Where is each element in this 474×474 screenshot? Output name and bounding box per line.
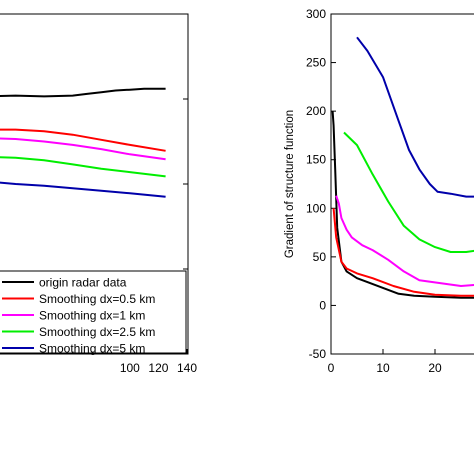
left-x-tick-label: 100 xyxy=(120,361,140,375)
legend-label: origin radar data xyxy=(39,276,127,290)
legend-label: Smoothing dx=0.5 km xyxy=(39,292,155,306)
right-y-tick-label: 250 xyxy=(306,56,326,70)
right-line-smoothing-dx-5-km xyxy=(356,36,474,198)
left-line-smoothing-dx-1-km xyxy=(0,137,166,161)
left-line-smoothing-dx-5-km xyxy=(0,181,166,198)
right-line-origin-radar-data xyxy=(331,111,474,299)
left-line-smoothing-dx-0-5-km xyxy=(0,128,166,152)
right-y-tick-label: 100 xyxy=(306,201,326,215)
right-y-tick-label: 0 xyxy=(319,298,326,312)
right-y-tick-label: 50 xyxy=(313,250,327,264)
right-line-smoothing-dx-0-5-km xyxy=(332,208,474,297)
legend-box xyxy=(0,270,187,354)
right-x-tick-label: 20 xyxy=(428,361,442,375)
legend-label: Smoothing dx=2.5 km xyxy=(39,325,155,339)
right-line-smoothing-dx-1-km xyxy=(335,195,474,287)
right-x-tick-label: 10 xyxy=(376,361,390,375)
left-series-lines xyxy=(0,87,166,198)
left-chart-panel: 100 120 140 origin radar data Smoothing dx=… xyxy=(0,13,197,375)
legend-label: Smoothing dx=1 km xyxy=(39,309,145,323)
left-line-origin-radar-data xyxy=(0,87,166,98)
right-x-tick-label: 0 xyxy=(328,361,335,375)
left-x-tick-label: 140 xyxy=(177,361,197,375)
right-y-tick-label: 300 xyxy=(306,7,326,21)
legend-label: Smoothing dx=5 km xyxy=(39,342,145,356)
right-line-smoothing-dx-2-5-km xyxy=(343,131,474,253)
right-y-tick-label: -50 xyxy=(309,347,327,361)
right-series-lines xyxy=(331,36,474,299)
legend: origin radar data Smoothing dx=0.5 km Smoo… xyxy=(0,270,187,356)
right-plot-frame xyxy=(330,13,474,355)
right-y-axis-label: Gradient of structure function xyxy=(284,110,296,258)
left-axis-ticks: 100 120 140 xyxy=(120,98,197,375)
right-y-tick-label: 150 xyxy=(306,153,326,167)
left-x-tick-label: 120 xyxy=(148,361,168,375)
left-line-smoothing-dx-2-5-km xyxy=(0,156,166,178)
right-y-tick-label: 200 xyxy=(306,104,326,118)
